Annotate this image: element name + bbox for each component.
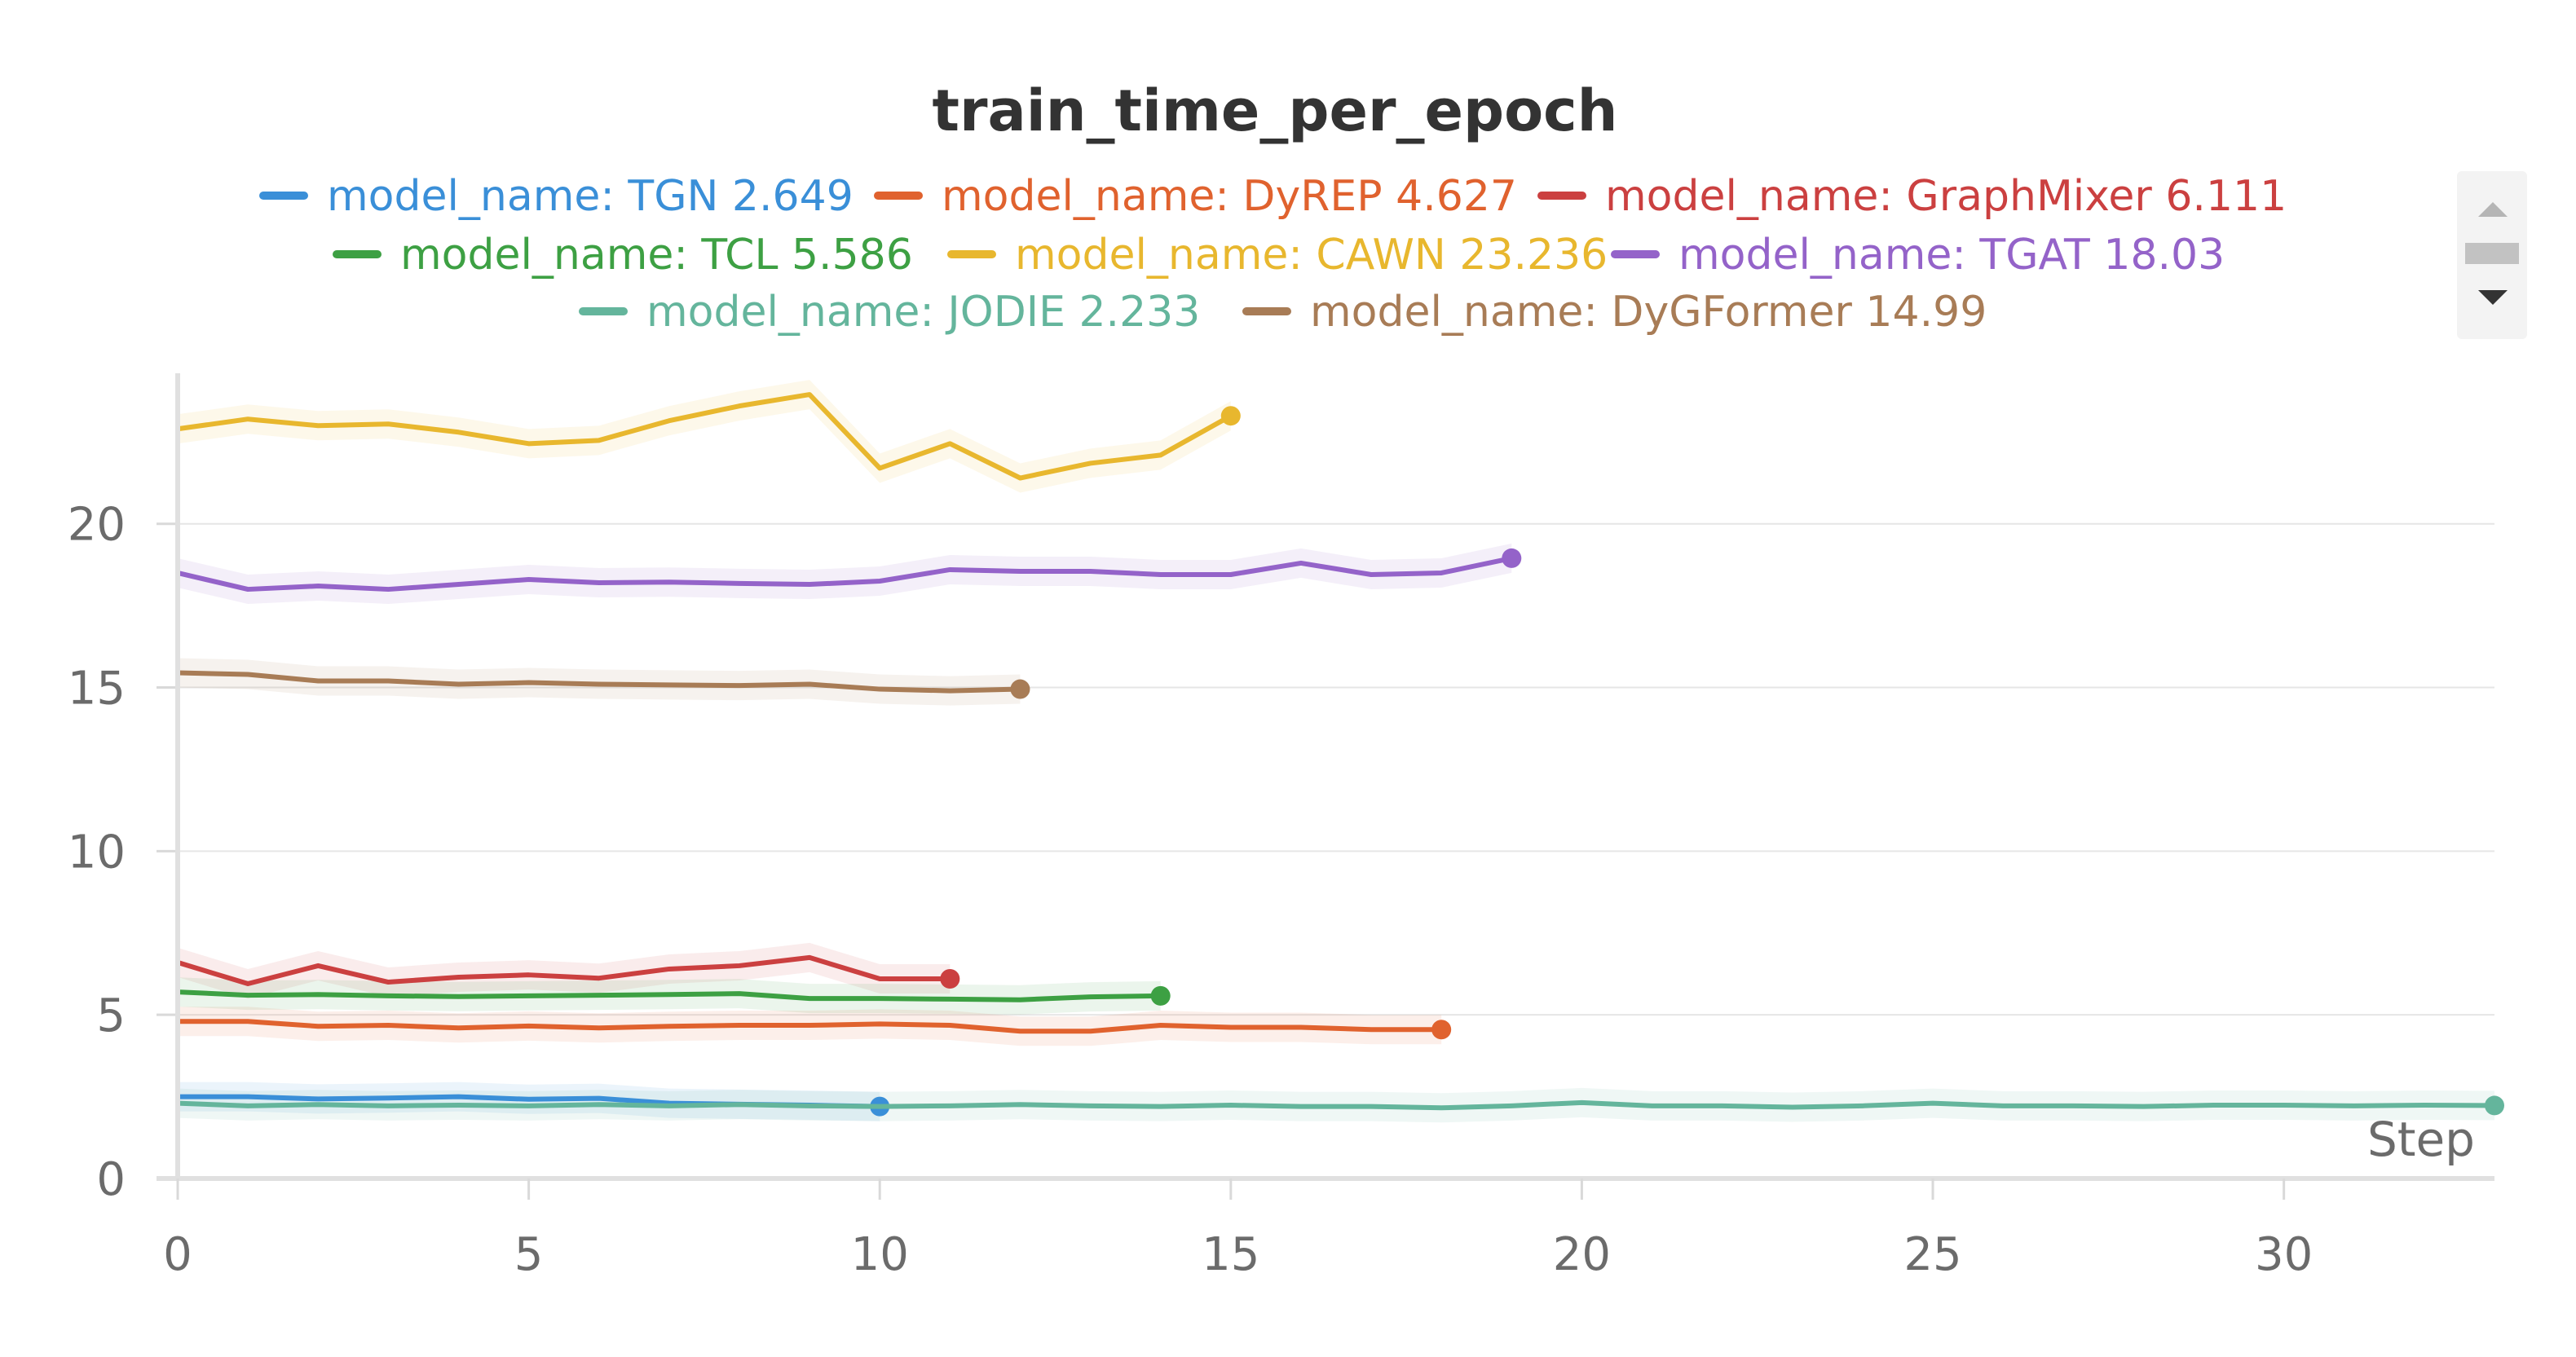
series-band-5 bbox=[178, 543, 1512, 605]
legend-entry-5: model_name: TGAT 18.03 bbox=[1678, 231, 2225, 280]
x-tick-label: 30 bbox=[2255, 1228, 2313, 1281]
series-line-4 bbox=[175, 392, 1233, 481]
series-layer bbox=[175, 392, 2504, 1117]
series-end-point-7 bbox=[1010, 679, 1030, 699]
series-end-point-5 bbox=[1502, 548, 1522, 568]
x-tick-label: 20 bbox=[1553, 1228, 1611, 1281]
legend-entry-0: model_name: TGN 2.649 bbox=[327, 172, 854, 221]
series-end-point-4 bbox=[1220, 406, 1241, 426]
series-line-1 bbox=[175, 1019, 1445, 1034]
series-band-2 bbox=[178, 942, 951, 999]
legend-scroll-thumb[interactable] bbox=[2465, 243, 2519, 264]
y-tick-label: 0 bbox=[96, 1153, 126, 1206]
series-band-4 bbox=[178, 380, 1231, 493]
y-tick-label: 15 bbox=[68, 663, 126, 716]
y-tick-label: 20 bbox=[68, 499, 126, 552]
series-line-6 bbox=[175, 1099, 2497, 1111]
grid-layer bbox=[178, 522, 2494, 1016]
series-line-3 bbox=[175, 989, 1163, 1002]
legend-entry-2: model_name: GraphMixer 6.111 bbox=[1605, 172, 2287, 221]
axis-layer: 0 5 10 15 20 0 5 10 15 20 25 30 bbox=[68, 373, 2494, 1281]
series-end-point-2 bbox=[940, 969, 960, 989]
band-layer bbox=[178, 380, 2494, 1123]
series-band-7 bbox=[178, 658, 1021, 706]
series-line-7 bbox=[175, 670, 1023, 694]
x-tick-label: 10 bbox=[851, 1228, 909, 1281]
legend-entry-7: model_name: DyGFormer 14.99 bbox=[1310, 288, 1987, 337]
series-line-5 bbox=[175, 555, 1515, 593]
y-tick-label: 10 bbox=[68, 826, 126, 879]
series-line-2 bbox=[175, 954, 953, 987]
series-end-point-1 bbox=[1431, 1020, 1452, 1040]
series-end-point-6 bbox=[2485, 1095, 2504, 1116]
scroll-down-icon[interactable] bbox=[2478, 290, 2508, 305]
x-tick-label: 15 bbox=[1202, 1228, 1259, 1281]
legend: model_name: TGN 2.649 model_name: DyREP 4… bbox=[259, 172, 2287, 337]
legend-scroll-control[interactable] bbox=[2457, 171, 2527, 339]
legend-entry-3: model_name: TCL 5.586 bbox=[400, 231, 913, 280]
series-end-point-3 bbox=[1150, 985, 1171, 1006]
legend-entry-1: model_name: DyREP 4.627 bbox=[942, 172, 1517, 221]
legend-entry-6: model_name: JODIE 2.233 bbox=[646, 288, 1200, 337]
x-tick-label: 25 bbox=[1903, 1228, 1961, 1281]
chart-title: train_time_per_epoch bbox=[932, 77, 1617, 144]
x-tick-label: 5 bbox=[514, 1228, 544, 1281]
legend-entry-4: model_name: CAWN 23.236 bbox=[1015, 231, 1608, 280]
x-tick-label: 0 bbox=[163, 1228, 192, 1281]
x-axis-label: Step bbox=[2367, 1112, 2475, 1167]
y-tick-label: 5 bbox=[96, 989, 126, 1042]
scroll-up-icon[interactable] bbox=[2478, 202, 2508, 217]
